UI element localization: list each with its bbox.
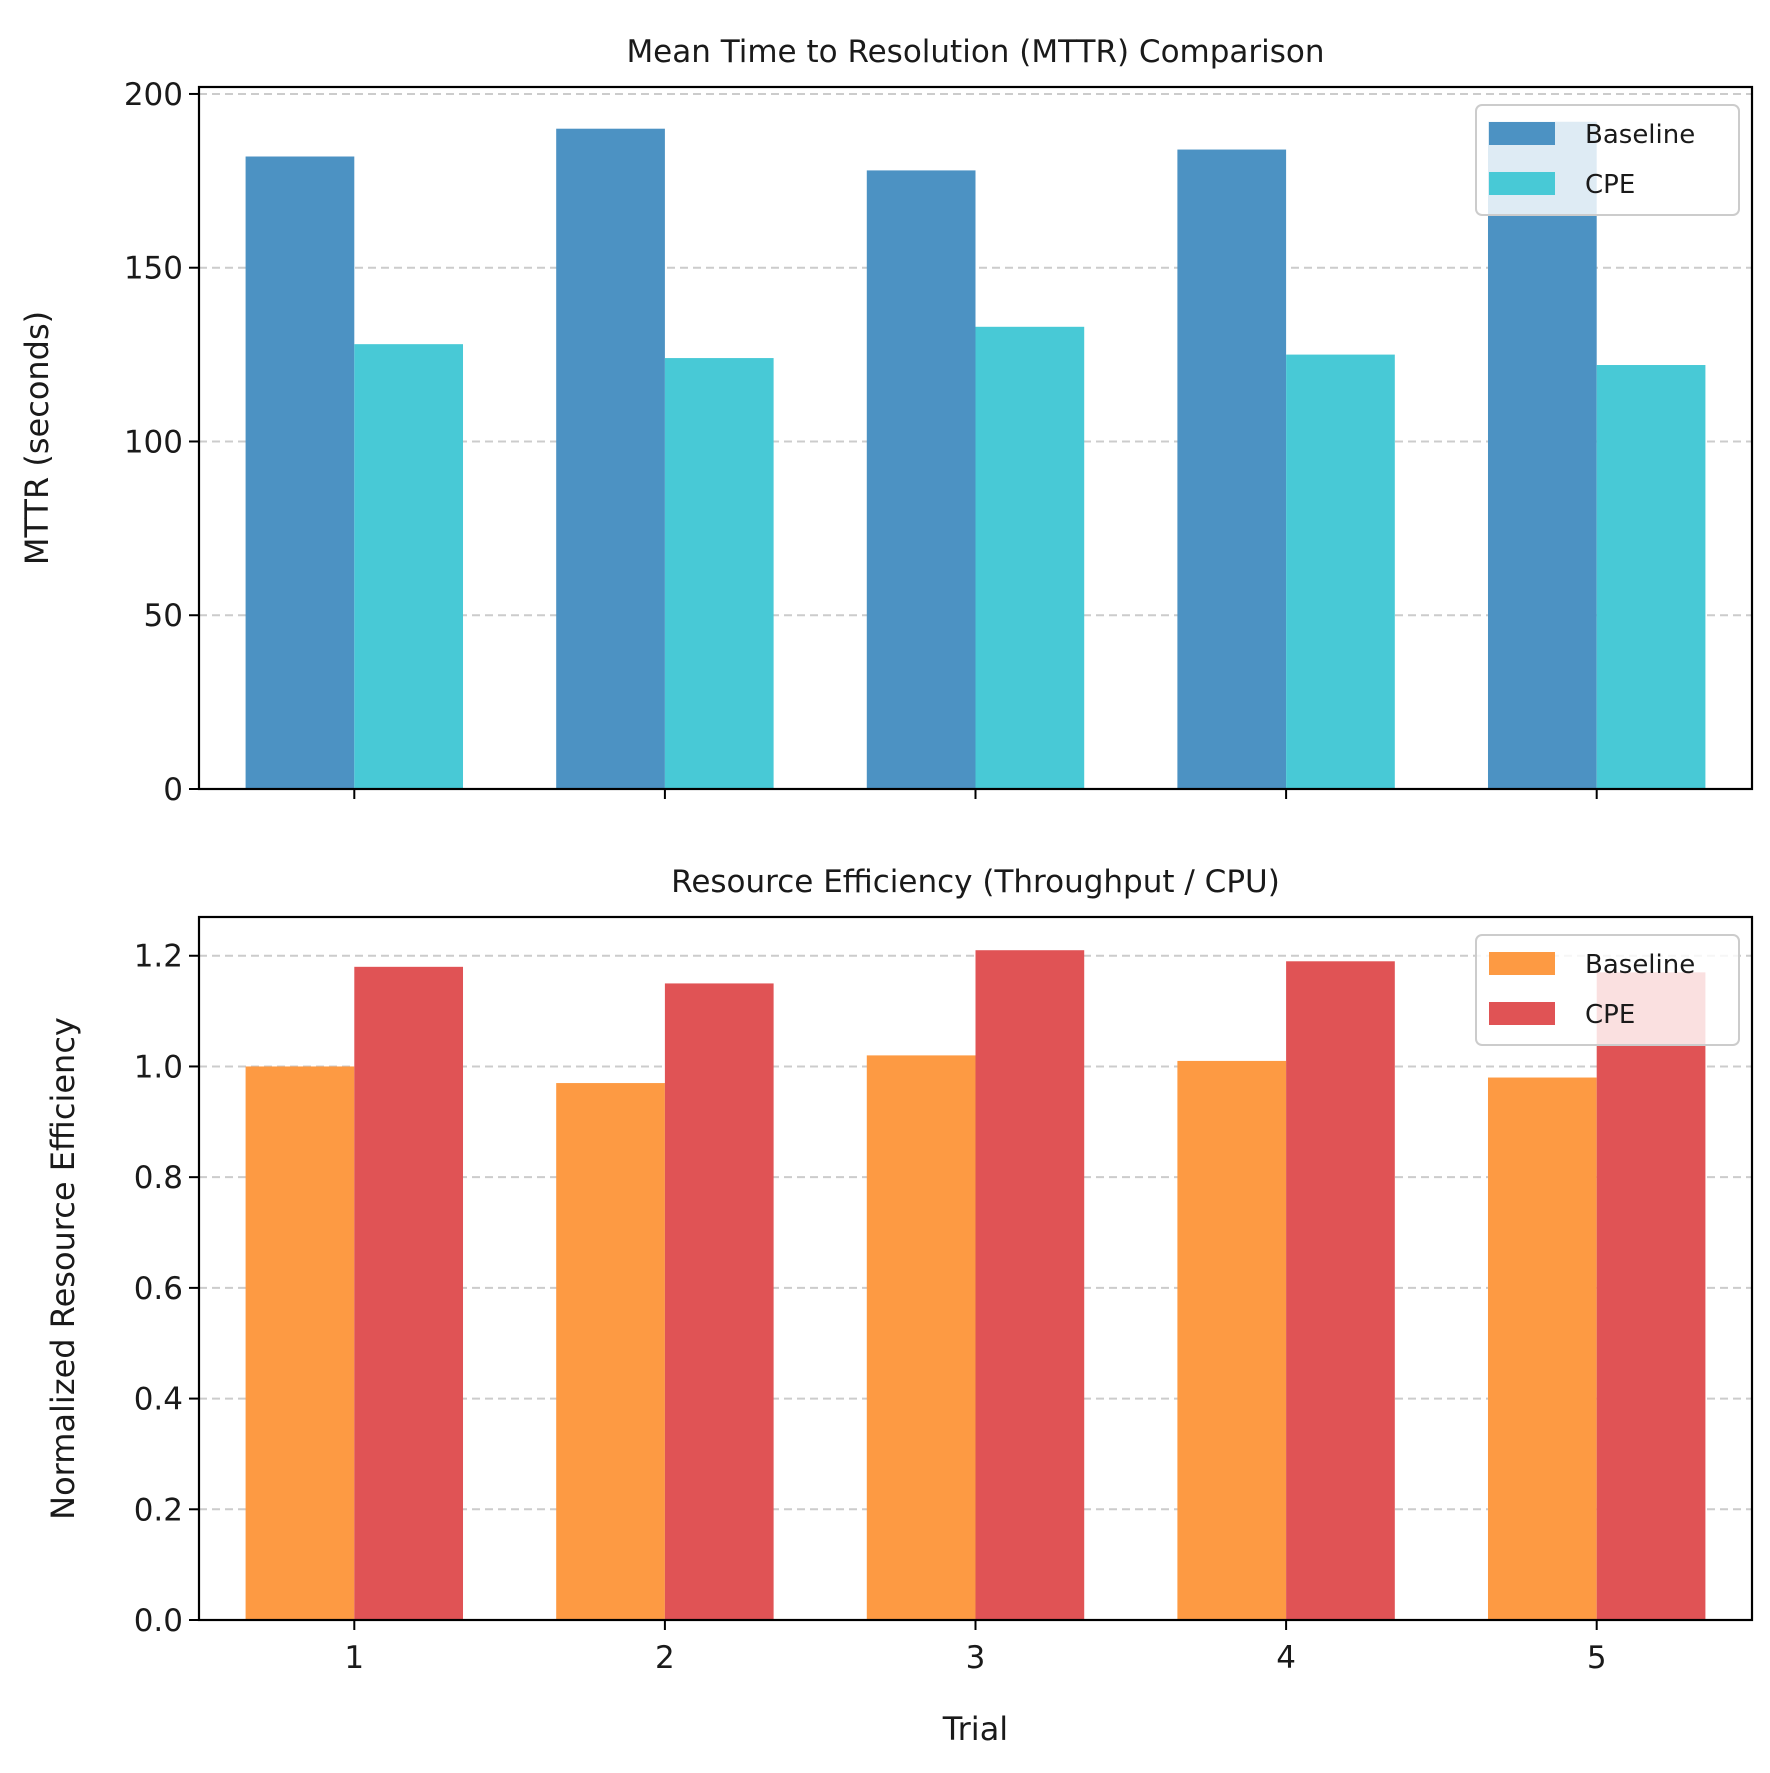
bar-cpe-trial-5 <box>1596 365 1706 789</box>
chart-title: Mean Time to Resolution (MTTR) Compariso… <box>626 34 1324 70</box>
bar-cpe-trial-4 <box>1286 354 1395 789</box>
bar-cpe-trial-1 <box>354 344 464 789</box>
bar-baseline-trial-3 <box>866 170 976 789</box>
chart-title: Resource Efficiency (Throughput / CPU) <box>671 864 1280 900</box>
legend-swatch-baseline <box>1489 122 1555 145</box>
legend: Baseline CPE <box>1475 104 1740 216</box>
y-tick-label: 200 <box>124 77 183 113</box>
bar-cpe-trial-2 <box>664 983 774 1620</box>
legend-swatch-baseline <box>1489 952 1555 975</box>
bar-cpe-trial-3 <box>975 326 1085 789</box>
bar-baseline-trial-5 <box>1487 1077 1597 1620</box>
y-tick-label: 0.4 <box>134 1382 183 1418</box>
bar-baseline-trial-4 <box>1177 149 1287 790</box>
legend-label-cpe: CPE <box>1585 1000 1635 1030</box>
resource-efficiency-chart: 0.0 0.2 0.4 0.6 0.8 1.0 1.2 1 2 3 4 5 Resource Effic… <box>44 864 1754 1748</box>
bar-baseline-trial-1 <box>245 156 355 789</box>
mttr-chart: 0 50 100 150 200 Mean Time to Resolution (MTT… <box>18 34 1754 808</box>
bar-baseline-trial-2 <box>556 128 665 789</box>
bar-baseline-trial-1 <box>245 1066 355 1620</box>
y-tick-label: 0 <box>163 772 183 808</box>
y-tick-label: 1.0 <box>134 1049 183 1085</box>
x-axis-label: Trial <box>942 1710 1008 1748</box>
x-tick-label: 3 <box>966 1640 986 1676</box>
legend-label-baseline: Baseline <box>1585 120 1695 150</box>
bar-cpe-trial-1 <box>354 966 464 1620</box>
bar-cpe-trial-3 <box>975 950 1085 1620</box>
x-tick-label: 1 <box>344 1640 364 1676</box>
bar-cpe-trial-2 <box>664 358 774 789</box>
y-tick-label: 0.6 <box>134 1271 183 1307</box>
bar-baseline-trial-2 <box>556 1083 665 1620</box>
y-axis-label: Normalized Resource Efficiency <box>44 1017 82 1520</box>
legend-label-cpe: CPE <box>1585 170 1635 200</box>
y-tick-label: 0.8 <box>134 1160 183 1196</box>
bar-baseline-trial-4 <box>1177 1060 1287 1620</box>
bar-baseline-trial-3 <box>866 1055 976 1620</box>
x-tick-label: 5 <box>1587 1640 1607 1676</box>
y-tick-label: 0.2 <box>134 1492 183 1528</box>
bar-baseline-trial-5 <box>1487 121 1597 790</box>
y-tick-label: 50 <box>144 598 183 634</box>
legend-swatch-cpe <box>1489 1002 1555 1025</box>
x-tick-label: 4 <box>1276 1640 1296 1676</box>
y-tick-label: 0.0 <box>134 1603 183 1639</box>
legend-swatch-cpe <box>1489 172 1555 195</box>
legend-label-baseline: Baseline <box>1585 950 1695 980</box>
y-tick-label: 100 <box>124 424 183 460</box>
y-axis-label: MTTR (seconds) <box>18 311 56 565</box>
bar-cpe-trial-5 <box>1596 972 1706 1620</box>
y-tick-label: 1.2 <box>134 939 183 975</box>
bar-cpe-trial-4 <box>1286 961 1395 1620</box>
legend: Baseline CPE <box>1475 934 1740 1046</box>
y-tick-label: 150 <box>124 251 183 287</box>
x-tick-label: 2 <box>655 1640 675 1676</box>
